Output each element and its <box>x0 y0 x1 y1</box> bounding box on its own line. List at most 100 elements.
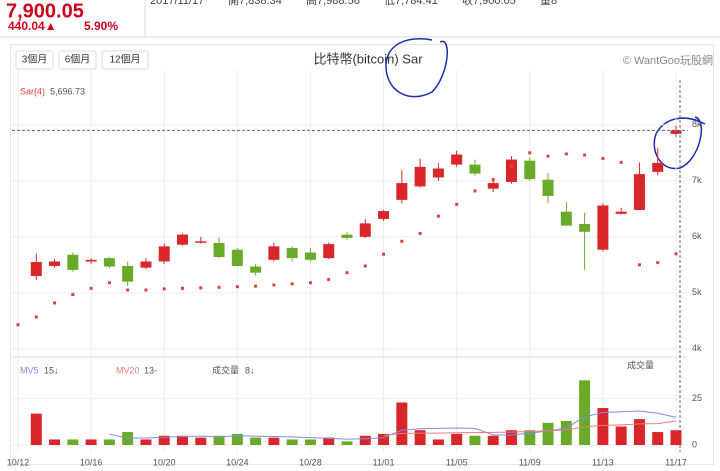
chart-title: 比特幣(bitcoin) Sar <box>313 51 423 66</box>
sar-dot <box>436 214 440 218</box>
candle-body <box>359 223 371 237</box>
sar-dot <box>181 286 184 290</box>
candle-body <box>85 259 97 262</box>
sar-dot <box>601 156 605 160</box>
candle-body <box>469 164 481 174</box>
volume-bar <box>633 419 645 445</box>
quote-item: 高7,988.56 <box>306 0 360 7</box>
y-tick-label: 4k <box>692 343 702 353</box>
candle-body <box>451 154 463 165</box>
volume-bar <box>652 432 664 445</box>
candle-body <box>177 234 188 245</box>
y-tick-label: 7k <box>692 175 702 185</box>
candle-body <box>579 223 591 232</box>
volume-bar <box>579 380 591 445</box>
candle-body <box>378 211 390 219</box>
volume-bar <box>341 441 353 445</box>
candle-body <box>396 183 408 200</box>
candle-body <box>414 166 426 187</box>
sar-dot <box>89 286 93 290</box>
volume-bar <box>85 439 97 445</box>
sar-legend-value: 5,696.73 <box>50 86 85 96</box>
candle-body <box>49 261 61 266</box>
candle-body <box>652 162 664 172</box>
candle-body <box>67 254 79 270</box>
sar-dot <box>71 293 75 297</box>
candle-body <box>268 246 280 260</box>
sar-dot <box>637 263 641 267</box>
candle-body <box>323 244 335 259</box>
candle-body <box>231 249 243 266</box>
quote-item: 低7,784.41 <box>384 0 438 7</box>
x-tick-label: 11/09 <box>519 457 541 467</box>
candle-body <box>158 246 170 262</box>
candle-body <box>506 159 517 182</box>
x-tick-label: 11/17 <box>665 457 687 467</box>
quote-item: 量8 <box>540 0 557 7</box>
candle-body <box>103 258 115 267</box>
change-pct: 5.90% <box>84 19 118 33</box>
volume-bar <box>30 413 42 445</box>
sar-dot <box>34 315 38 319</box>
volume-bar <box>158 435 170 445</box>
range-button-label: 12個月 <box>109 53 140 66</box>
range-button[interactable] <box>101 50 149 70</box>
ma-line <box>383 420 677 436</box>
sar-dot <box>199 286 203 290</box>
change: 440.04▲ <box>8 19 57 33</box>
sar-dot <box>382 252 386 256</box>
volume-bar <box>432 439 444 445</box>
candle-body <box>213 243 225 257</box>
legend-value: 15↓ <box>44 365 59 375</box>
sar-dot <box>564 152 568 156</box>
sar-dot <box>674 252 678 256</box>
sar-dot <box>235 285 239 289</box>
legend-name: 成交量 <box>212 364 239 375</box>
sar-dot <box>272 283 276 287</box>
candle-body <box>524 160 536 180</box>
volume-bar <box>469 435 481 445</box>
candle-body <box>597 205 609 250</box>
y-tick-label: 25 <box>692 393 702 403</box>
candle-body <box>615 211 627 214</box>
sar-dot <box>546 154 550 158</box>
sar-dot <box>583 153 587 157</box>
range-button[interactable] <box>58 50 97 70</box>
range-buttons: 3個月 6個月 12個月 <box>15 50 149 70</box>
volume-bar <box>378 433 390 445</box>
volume-bar <box>359 435 371 445</box>
y-tick-label: 8k <box>692 119 702 129</box>
volume-bar <box>268 437 280 445</box>
volume-bar <box>213 435 225 445</box>
volume-bar <box>140 439 152 445</box>
sar-dot <box>308 281 312 285</box>
sar-dot <box>363 264 367 268</box>
range-button-label: 3個月 <box>22 53 48 66</box>
annotation-circle <box>385 38 448 98</box>
volume-bar <box>195 437 207 445</box>
candle-body <box>30 262 42 277</box>
range-button[interactable] <box>15 50 54 70</box>
sar-dot <box>162 287 166 291</box>
sar-dot <box>16 323 20 327</box>
candle-body <box>286 248 298 259</box>
sar-dot <box>254 284 258 288</box>
quote-item: 收7,900.05 <box>462 0 516 7</box>
volume-bar <box>414 430 426 445</box>
x-tick-label: 10/16 <box>80 457 103 467</box>
volume-bar <box>323 437 335 445</box>
quote-item: 2017/11/17 <box>150 0 204 7</box>
y-tick-label: 5k <box>692 287 702 297</box>
source: © WantGoo玩股網 <box>623 53 713 67</box>
candle-body <box>432 168 444 178</box>
sar-dot <box>327 277 331 281</box>
candle-body <box>542 179 554 196</box>
annotation-circle <box>653 116 706 170</box>
x-tick-label: 10/20 <box>153 457 176 467</box>
x-tick-label: 10/12 <box>7 457 30 467</box>
legend-value: 8↓ <box>245 365 255 375</box>
sar-dot <box>510 164 513 168</box>
legend-value: 13- <box>144 365 157 375</box>
candle-body <box>195 241 207 243</box>
